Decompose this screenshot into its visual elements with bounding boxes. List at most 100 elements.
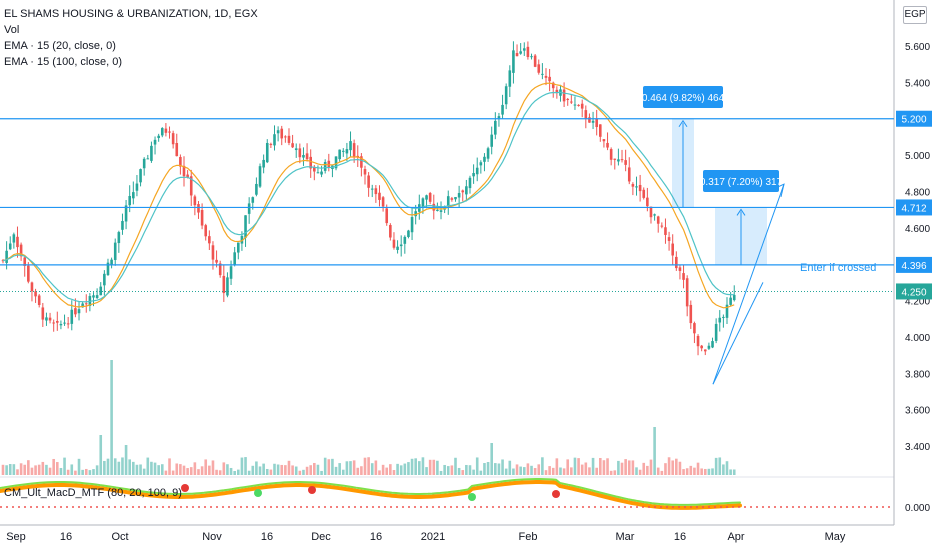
candle-body xyxy=(139,169,142,183)
volume-bar xyxy=(595,467,598,475)
volume-bar xyxy=(182,465,186,475)
candle-body xyxy=(475,167,479,175)
volume-bar xyxy=(450,465,454,475)
chart-legend: EL SHAMS HOUSING & URBANIZATION, 1D, EGX… xyxy=(4,6,258,70)
volume-bar xyxy=(251,465,255,475)
volume-bar xyxy=(678,461,682,475)
candle-body xyxy=(613,158,617,160)
symbol-title[interactable]: EL SHAMS HOUSING & URBANIZATION, 1D, EGX xyxy=(4,8,258,20)
candle-body xyxy=(135,183,139,191)
volume-bar xyxy=(602,460,606,475)
y-tick-label: 5.400 xyxy=(905,78,930,89)
volume-bar xyxy=(313,462,316,475)
candle-body xyxy=(313,166,316,172)
candle-body xyxy=(454,196,457,200)
volume-bar xyxy=(599,458,602,475)
measure-label-1: 0.464 (9.82%) 464 xyxy=(642,93,725,104)
volume-bar xyxy=(703,468,707,475)
vol-label[interactable]: Vol xyxy=(4,24,20,36)
volume-bar xyxy=(671,460,674,475)
volume-bar xyxy=(197,469,200,475)
candle-body xyxy=(258,166,262,187)
candle-body xyxy=(635,186,638,188)
volume-bar xyxy=(258,466,262,475)
volume-bar xyxy=(656,467,660,475)
candle-body xyxy=(685,278,689,307)
plot-area xyxy=(0,0,894,525)
candle-body xyxy=(251,197,255,203)
currency-badge[interactable]: EGP xyxy=(903,6,927,24)
volume-bar xyxy=(280,464,284,475)
volume-bar xyxy=(410,458,414,475)
candle-body xyxy=(468,177,472,189)
volume-bar xyxy=(287,460,291,475)
candle-body xyxy=(150,145,153,161)
candle-body xyxy=(103,273,106,286)
candle-body xyxy=(323,161,327,171)
volume-bar xyxy=(620,462,624,475)
volume-bar xyxy=(381,464,385,475)
volume-bar xyxy=(99,435,103,475)
candle-body xyxy=(56,321,59,323)
y-tick-label: 5.600 xyxy=(905,42,930,53)
macd-indicator-label[interactable]: CM_Ult_MacD_MTF (80, 20, 100, 9) xyxy=(4,487,182,499)
candle-body xyxy=(309,156,312,169)
volume-bar xyxy=(465,464,468,475)
volume-bar xyxy=(320,470,323,475)
ema-slow-label[interactable]: EMA · 15 (100, close, 0) xyxy=(4,56,122,68)
candle-body xyxy=(327,160,331,168)
candle-body xyxy=(555,89,559,94)
candle-body xyxy=(562,89,566,102)
candle-body xyxy=(262,159,265,168)
candle-body xyxy=(84,303,88,305)
volume-bar xyxy=(171,470,175,475)
candle-body xyxy=(341,150,345,152)
candle-body xyxy=(656,216,660,224)
trend-line-lower xyxy=(712,282,764,385)
level-price-label: 4.396 xyxy=(901,261,926,272)
candle-body xyxy=(37,295,41,305)
volume-bar xyxy=(74,470,77,475)
candle-body xyxy=(631,184,635,187)
candle-body xyxy=(211,245,215,260)
volume-bar xyxy=(48,467,52,475)
volume-bar xyxy=(646,465,649,475)
volume-bar xyxy=(483,463,486,475)
candle-body xyxy=(121,221,124,230)
x-tick-label: Dec xyxy=(311,531,331,543)
x-tick-label: 2021 xyxy=(421,531,445,543)
volume-bar xyxy=(204,459,208,475)
candle-body xyxy=(204,225,208,237)
last-price-tag xyxy=(896,283,932,300)
volume-bar xyxy=(150,461,153,475)
level-price-label: 5.200 xyxy=(901,115,926,126)
ema-fast-label[interactable]: EMA · 15 (20, close, 0) xyxy=(4,40,116,52)
candle-body xyxy=(200,210,204,226)
volume-bar xyxy=(276,464,280,475)
volume-bar xyxy=(718,457,722,475)
x-tick-label: Feb xyxy=(519,531,538,543)
candle-body xyxy=(305,153,309,160)
volume-bar xyxy=(497,463,501,475)
candle-body xyxy=(714,323,718,341)
volume-bar xyxy=(649,459,653,475)
volume-bar xyxy=(512,468,515,475)
volume-bar xyxy=(573,457,577,475)
candle-body xyxy=(363,169,367,175)
candle-body xyxy=(255,183,258,195)
volume-bar xyxy=(200,466,204,475)
volume-bar xyxy=(215,469,218,475)
volume-bar xyxy=(421,457,425,475)
volume-bar xyxy=(559,467,562,475)
volume-bar xyxy=(211,460,215,475)
volume-bar xyxy=(732,469,736,475)
candle-body xyxy=(703,349,707,352)
candle-body xyxy=(682,273,685,280)
candle-body xyxy=(63,322,66,324)
volume-bar xyxy=(84,468,88,475)
candle-body xyxy=(23,257,27,266)
candle-body xyxy=(265,142,269,163)
volume-bar xyxy=(37,464,41,475)
macd-group xyxy=(0,478,894,510)
